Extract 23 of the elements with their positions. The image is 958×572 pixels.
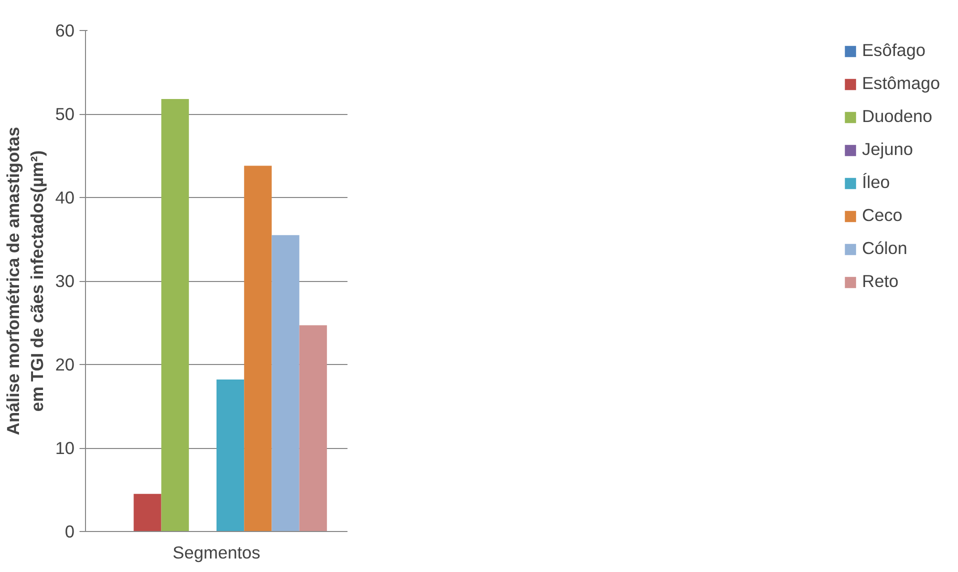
- y-tick-label: 20: [55, 354, 75, 374]
- x-axis-title: Segmentos: [172, 542, 261, 562]
- y-tick-label: 40: [55, 188, 75, 208]
- bar: [216, 380, 244, 532]
- bar: [244, 166, 272, 532]
- legend-label: Ceco: [862, 205, 902, 226]
- bar: [134, 494, 162, 532]
- legend-label: Reto: [862, 271, 899, 292]
- legend-label: Jejuno: [862, 139, 914, 160]
- bar: [272, 235, 300, 532]
- legend-label: Duodeno: [862, 106, 932, 127]
- bar: [299, 325, 327, 532]
- y-tick-label: 50: [55, 104, 75, 124]
- legend-label: Esôfago: [862, 40, 926, 61]
- y-tick-label: 30: [55, 271, 75, 291]
- y-axis-title: Análise morfométrica de amastigotas em TGI de cães infectados(µm²): [3, 126, 48, 436]
- legend-label: Íleo: [862, 172, 890, 193]
- y-tick-label: 60: [55, 20, 75, 40]
- y-tick-label: 0: [64, 522, 75, 542]
- legend-label: Cólon: [862, 238, 908, 259]
- bar: [161, 98, 189, 532]
- legend-label: Estômago: [862, 73, 940, 94]
- y-tick-label: 10: [55, 438, 75, 458]
